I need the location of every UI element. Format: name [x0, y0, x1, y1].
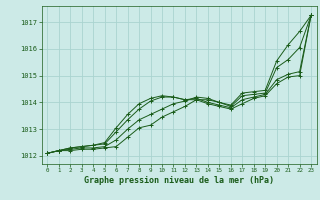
X-axis label: Graphe pression niveau de la mer (hPa): Graphe pression niveau de la mer (hPa)	[84, 176, 274, 185]
